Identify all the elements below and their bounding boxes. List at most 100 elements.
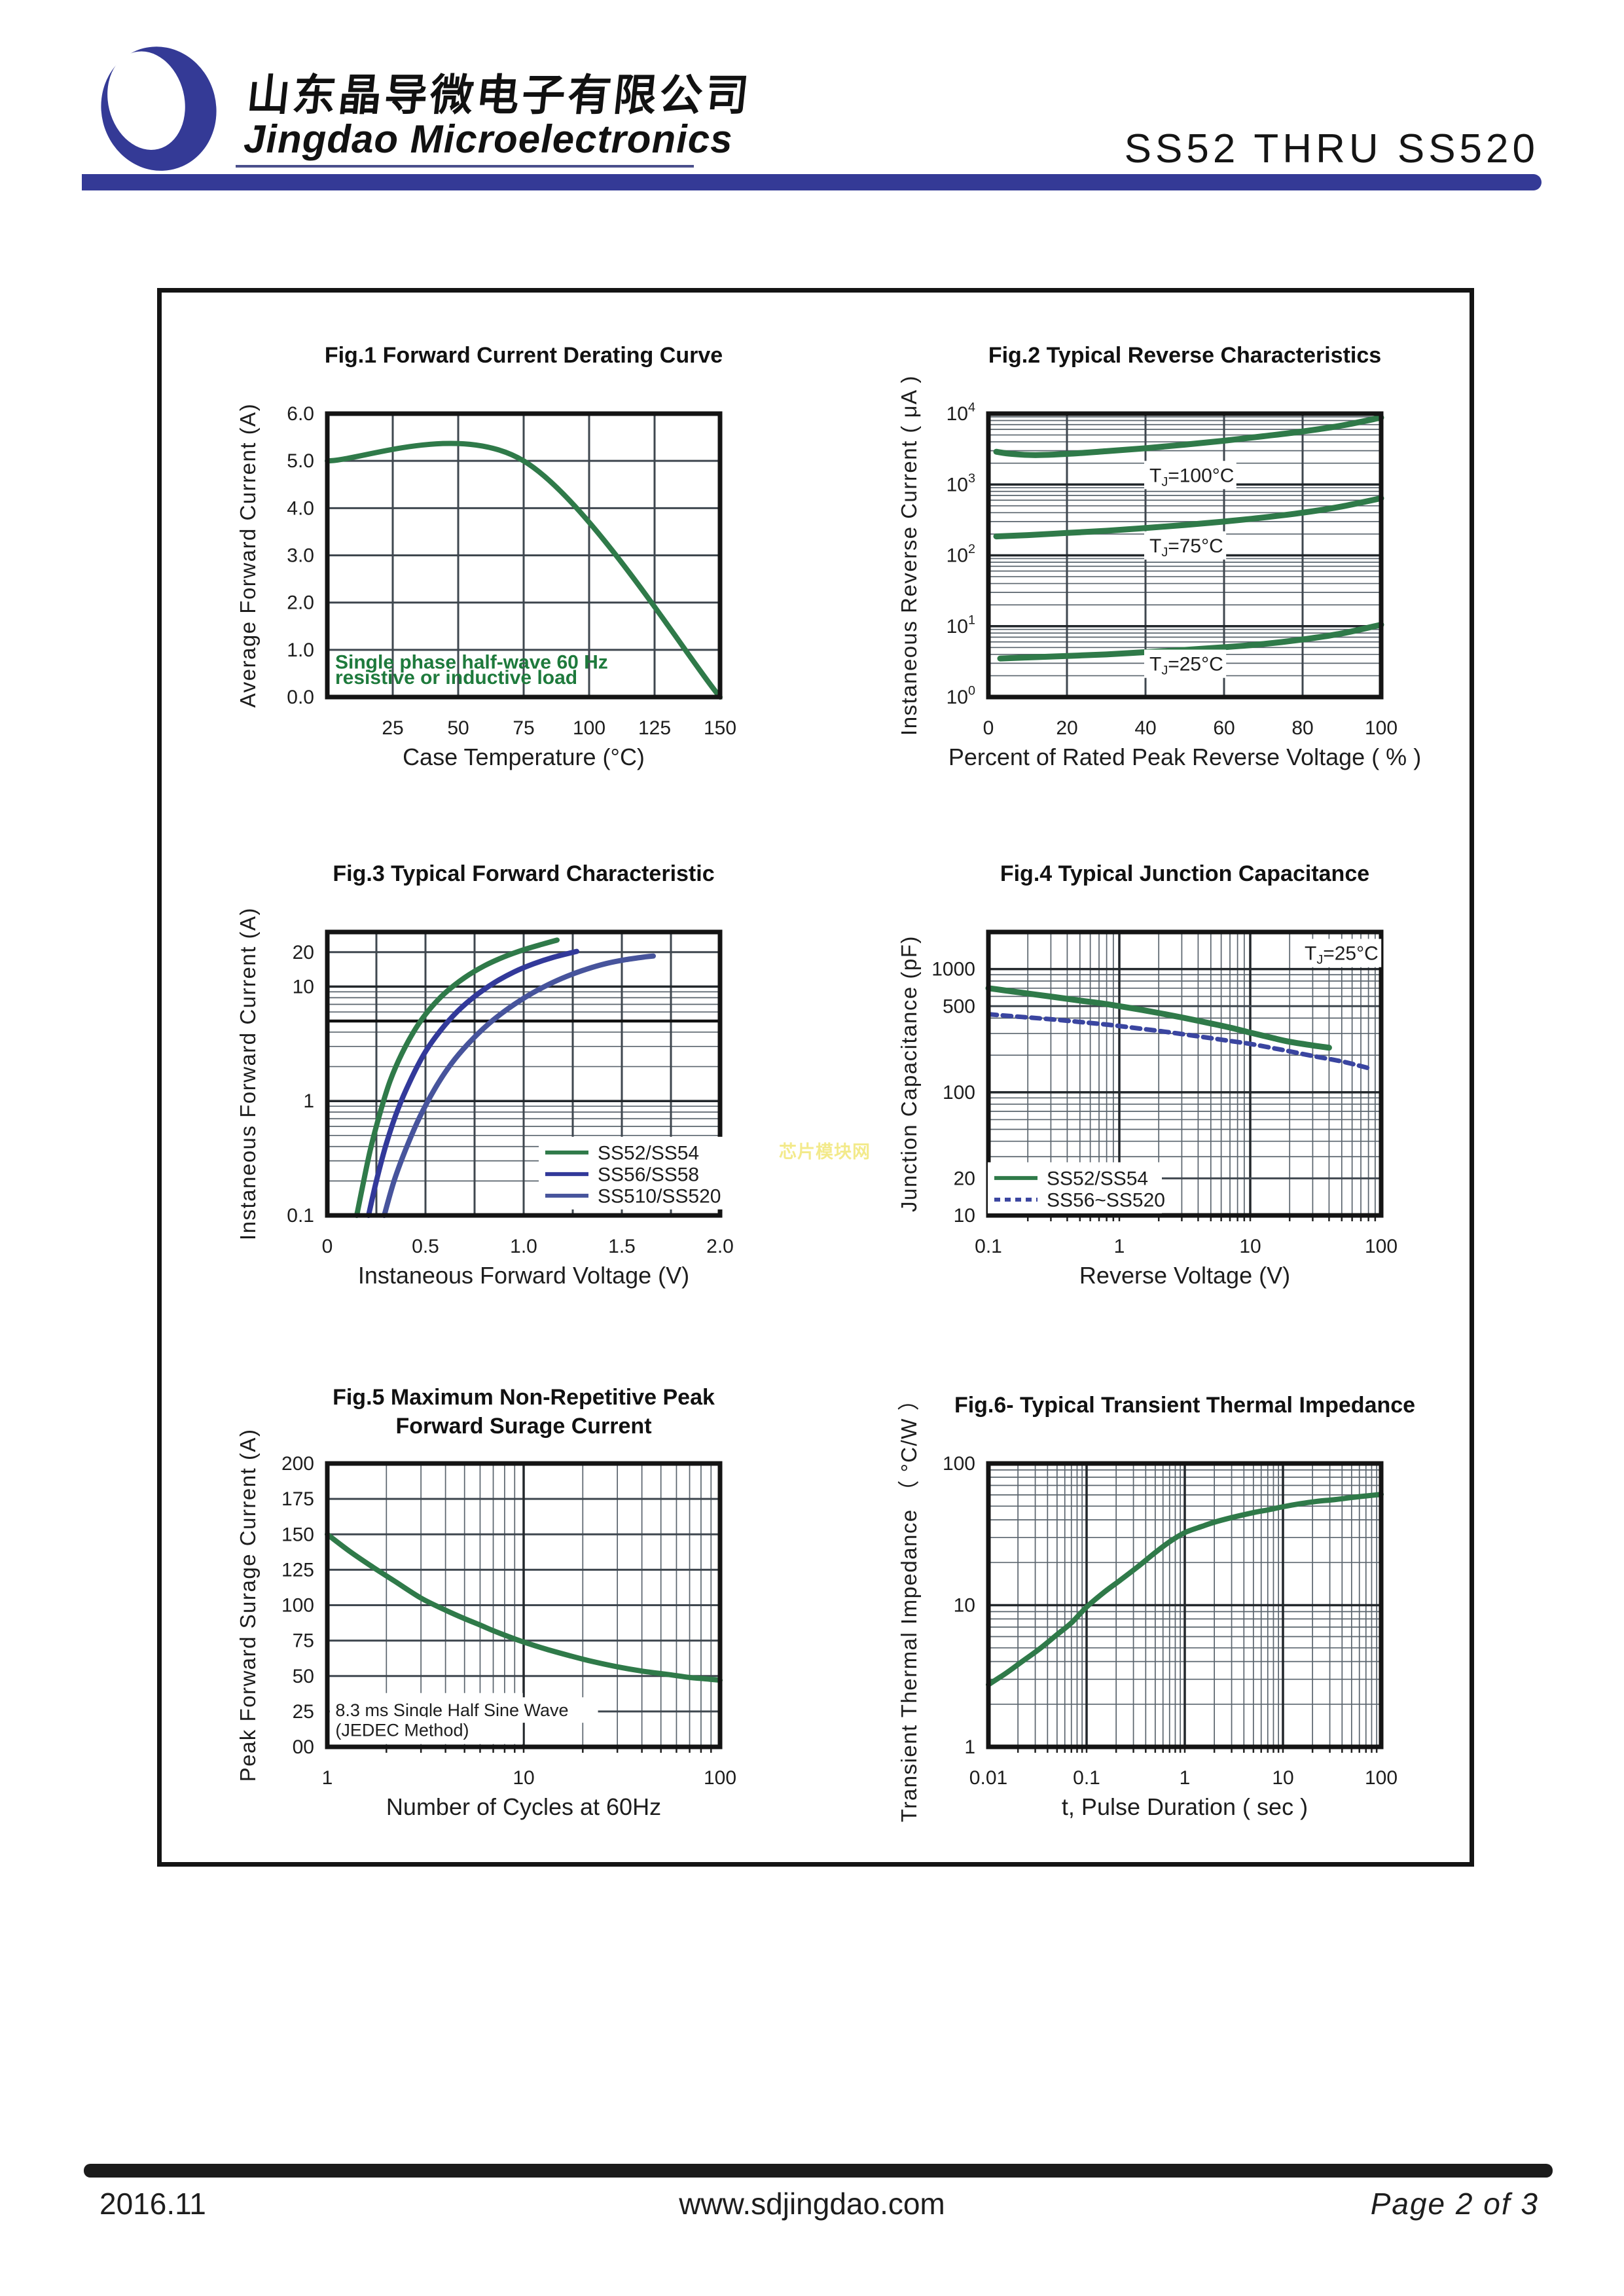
svg-text:80: 80 (1291, 717, 1313, 739)
svg-text:2.0: 2.0 (706, 1236, 734, 1257)
svg-text:100: 100 (704, 1767, 736, 1789)
fig5-surge-current-chart: 1 10 100 00 25 50 75 100 125 150 175 200 Fig.5 Maxim… (236, 1385, 736, 1820)
svg-text:6.0: 6.0 (287, 403, 314, 425)
svg-text:10: 10 (293, 976, 314, 997)
svg-text:10: 10 (1239, 1236, 1261, 1257)
svg-text:100: 100 (1365, 1236, 1398, 1257)
svg-text:1.0: 1.0 (510, 1236, 537, 1257)
svg-text:2.0: 2.0 (287, 592, 314, 614)
svg-text:SS52/SS54: SS52/SS54 (1047, 1168, 1148, 1189)
svg-text:1: 1 (1114, 1236, 1125, 1257)
svg-text:resistive or inductive load: resistive or inductive load (335, 667, 577, 689)
svg-text:125: 125 (638, 717, 671, 739)
svg-text:0.01: 0.01 (969, 1767, 1007, 1789)
svg-text:20: 20 (293, 942, 314, 963)
svg-text:Number of Cycles at 60Hz: Number of Cycles at 60Hz (386, 1793, 661, 1820)
watermark-text: 芯片模块网 (779, 1142, 871, 1162)
svg-text:40: 40 (1134, 717, 1156, 739)
svg-text:200: 200 (281, 1453, 314, 1475)
fig4-junction-capacitance-chart: 0.1 1 10 100 1000 500 100 20 10 Fig.4 Typical Jun… (897, 861, 1398, 1289)
svg-text:1: 1 (964, 1736, 975, 1758)
svg-text:Percent of Rated Peak Reverse: Percent of Rated Peak Reverse Voltage ( … (948, 744, 1421, 770)
svg-text:Instaneous Reverse Current ( μ: Instaneous Reverse Current ( μA ) (897, 375, 921, 736)
company-name-english: Jingdao Microelectronics (244, 117, 733, 161)
svg-text:TJ=100°C: TJ=100°C (1149, 465, 1234, 489)
svg-text:50: 50 (447, 717, 469, 739)
svg-text:101: 101 (947, 613, 975, 637)
svg-text:104: 104 (947, 401, 975, 425)
svg-text:0.1: 0.1 (1073, 1767, 1100, 1789)
svg-text:75: 75 (293, 1630, 314, 1652)
part-number-title: SS52 THRU SS520 (1124, 126, 1539, 171)
svg-text:Fig.5 Maximum Non-Repetitive: Fig.5 Maximum Non-Repetitive Peak (333, 1385, 715, 1410)
svg-text:Instaneous Forward Voltage (V): Instaneous Forward Voltage (V) (358, 1262, 689, 1289)
svg-text:102: 102 (947, 542, 975, 567)
company-name-underline (236, 165, 694, 168)
svg-text:Junction Capacitance (pF): Junction Capacitance (pF) (897, 935, 921, 1212)
svg-text:Average Forward Current (A): Average Forward Current (A) (236, 403, 260, 708)
svg-text:Instaneous Forward Current (A: Instaneous Forward Current (A) (236, 907, 260, 1240)
svg-text:Reverse Voltage (V): Reverse Voltage (V) (1079, 1262, 1290, 1289)
svg-text:50: 50 (293, 1666, 314, 1687)
svg-text:0.1: 0.1 (975, 1236, 1002, 1257)
svg-text:TJ=75°C: TJ=75°C (1149, 535, 1223, 560)
fig6-thermal-impedance-chart: 0.01 0.1 1 10 100 100 10 1 Fig.6- Typical Transi… (897, 1388, 1415, 1822)
svg-text:TJ=25°C: TJ=25°C (1305, 943, 1379, 967)
svg-text:1: 1 (303, 1090, 314, 1112)
svg-text:75: 75 (513, 717, 534, 739)
svg-text:10: 10 (954, 1595, 975, 1617)
svg-text:(JEDEC Method): (JEDEC Method) (335, 1720, 469, 1740)
svg-text:25: 25 (382, 717, 403, 739)
svg-text:100: 100 (1365, 717, 1398, 739)
svg-text:60: 60 (1213, 717, 1235, 739)
svg-text:5.0: 5.0 (287, 450, 314, 472)
svg-text:Fig.2 Typical Reverse Charact: Fig.2 Typical Reverse Characteristics (988, 343, 1381, 368)
svg-text:103: 103 (947, 471, 975, 496)
footer-website: www.sdjingdao.com (679, 2187, 945, 2221)
svg-text:1: 1 (1180, 1767, 1191, 1789)
svg-text:SS510/SS520: SS510/SS520 (598, 1185, 721, 1207)
svg-text:1.0: 1.0 (287, 639, 314, 661)
svg-text:Case Temperature (°C): Case Temperature (°C) (403, 744, 645, 770)
svg-text:100: 100 (1365, 1767, 1398, 1789)
svg-text:100: 100 (281, 1595, 314, 1617)
svg-text:SS56~SS520: SS56~SS520 (1047, 1189, 1165, 1211)
svg-text:Transient Thermal Impedance （: Transient Thermal Impedance （ °C/W ） (897, 1388, 921, 1822)
svg-text:150: 150 (281, 1524, 314, 1545)
svg-text:100: 100 (943, 1453, 975, 1475)
footer-page-number: Page 2 of 3 (1370, 2187, 1539, 2221)
svg-text:0.1: 0.1 (287, 1205, 314, 1227)
svg-text:0.5: 0.5 (412, 1236, 439, 1257)
footer-date: 2016.11 (99, 2187, 206, 2221)
svg-text:125: 125 (281, 1559, 314, 1581)
svg-text:10: 10 (513, 1767, 534, 1789)
svg-text:Fig.1 Forward Current Deratin: Fig.1 Forward Current Derating Curve (325, 343, 723, 368)
fig3-forward-characteristic-chart: 0 0.5 1.0 1.5 2.0 20 10 1 0.1 Fig.3 Typical Forwa… (236, 861, 734, 1289)
svg-text:TJ=25°C: TJ=25°C (1149, 654, 1223, 678)
svg-text:1: 1 (322, 1767, 333, 1789)
svg-text:1000: 1000 (931, 959, 975, 980)
svg-text:t, Pulse Duration ( sec ): t, Pulse Duration ( sec ) (1062, 1793, 1308, 1820)
svg-text:1.5: 1.5 (608, 1236, 636, 1257)
svg-text:100: 100 (947, 684, 975, 709)
svg-text:0.0: 0.0 (287, 687, 314, 708)
svg-text:20: 20 (954, 1168, 975, 1189)
svg-text:SS56/SS58: SS56/SS58 (598, 1164, 699, 1185)
svg-text:10: 10 (954, 1205, 975, 1227)
svg-text:175: 175 (281, 1488, 314, 1510)
fig2-reverse-characteristics-chart: 0 20 40 60 80 100 104 103 102 101 100 Fig.2 Typical… (897, 343, 1421, 770)
svg-text:100: 100 (943, 1082, 975, 1103)
company-name-chinese: 山东晶导微电子有限公司 (244, 71, 754, 119)
footer-rule-bar (84, 2164, 1553, 2178)
svg-text:SS52/SS54: SS52/SS54 (598, 1142, 699, 1164)
svg-text:Forward Surage Current: Forward Surage Current (395, 1414, 651, 1439)
svg-text:0: 0 (983, 717, 994, 739)
header-accent-bar (82, 174, 1542, 190)
svg-text:Fig.4 Typical Junction Capaci: Fig.4 Typical Junction Capacitance (1000, 861, 1369, 886)
svg-text:3.0: 3.0 (287, 545, 314, 567)
svg-text:Single phase half-wave 60 Hz: Single phase half-wave 60 Hz (335, 651, 608, 673)
svg-text:00: 00 (293, 1736, 314, 1758)
svg-text:8.3 ms Single Half Sine Wave: 8.3 ms Single Half Sine Wave (335, 1700, 568, 1720)
svg-text:10: 10 (1272, 1767, 1293, 1789)
svg-text:150: 150 (704, 717, 736, 739)
